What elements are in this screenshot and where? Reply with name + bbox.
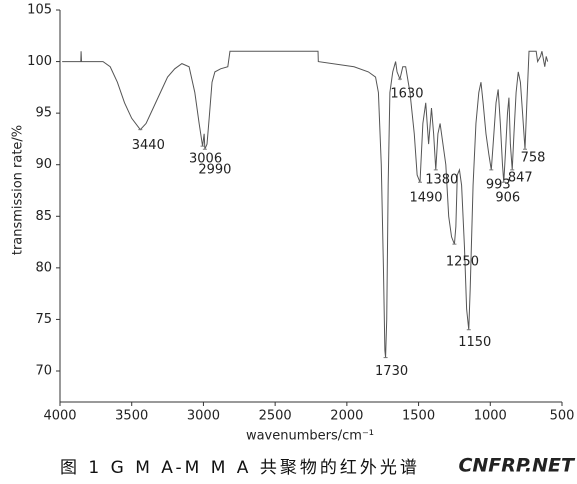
x-tick-label: 1000 (474, 409, 507, 424)
peak-label: 3006 (189, 152, 222, 167)
peak-label: 758 (521, 151, 546, 166)
peak-label: 2990 (198, 163, 231, 178)
peak-label: 3440 (132, 138, 165, 153)
peak-label: 1730 (375, 364, 408, 379)
y-tick-label: 85 (35, 209, 52, 224)
y-tick-label: 90 (35, 157, 52, 172)
x-tick-label: 2500 (259, 409, 292, 424)
y-tick-label: 80 (35, 260, 52, 275)
x-tick-label: 3000 (187, 409, 220, 424)
spectrum-line (62, 50, 549, 358)
x-tick-label: 500 (550, 409, 575, 424)
y-tick-label: 70 (35, 364, 52, 379)
peak-label: 906 (495, 191, 520, 206)
y-tick-label: 95 (35, 106, 52, 121)
watermark: CNFRP.NET (458, 455, 576, 477)
figure-caption: 图 1 G M A-M M A 共聚物的红外光谱 (60, 458, 420, 478)
peak-label: 1630 (390, 87, 423, 102)
y-tick-label: 105 (27, 3, 52, 18)
peak-label: 1380 (425, 172, 458, 187)
x-tick-label: 2000 (330, 409, 363, 424)
x-tick-label: 4000 (43, 409, 76, 424)
x-axis-label: wavenumbers/cm⁻¹ (246, 429, 374, 444)
x-tick-label: 1500 (402, 409, 435, 424)
peak-label: 993 (486, 177, 511, 192)
x-tick-label: 3500 (115, 409, 148, 424)
peak-label: 847 (508, 170, 533, 185)
y-axis-label: transmission rate/% (11, 125, 26, 255)
peak-label: 1250 (446, 255, 479, 270)
y-tick-label: 75 (35, 312, 52, 327)
peak-label: 1490 (409, 191, 442, 206)
y-tick-label: 100 (27, 54, 52, 69)
peak-label: 1150 (458, 335, 491, 350)
